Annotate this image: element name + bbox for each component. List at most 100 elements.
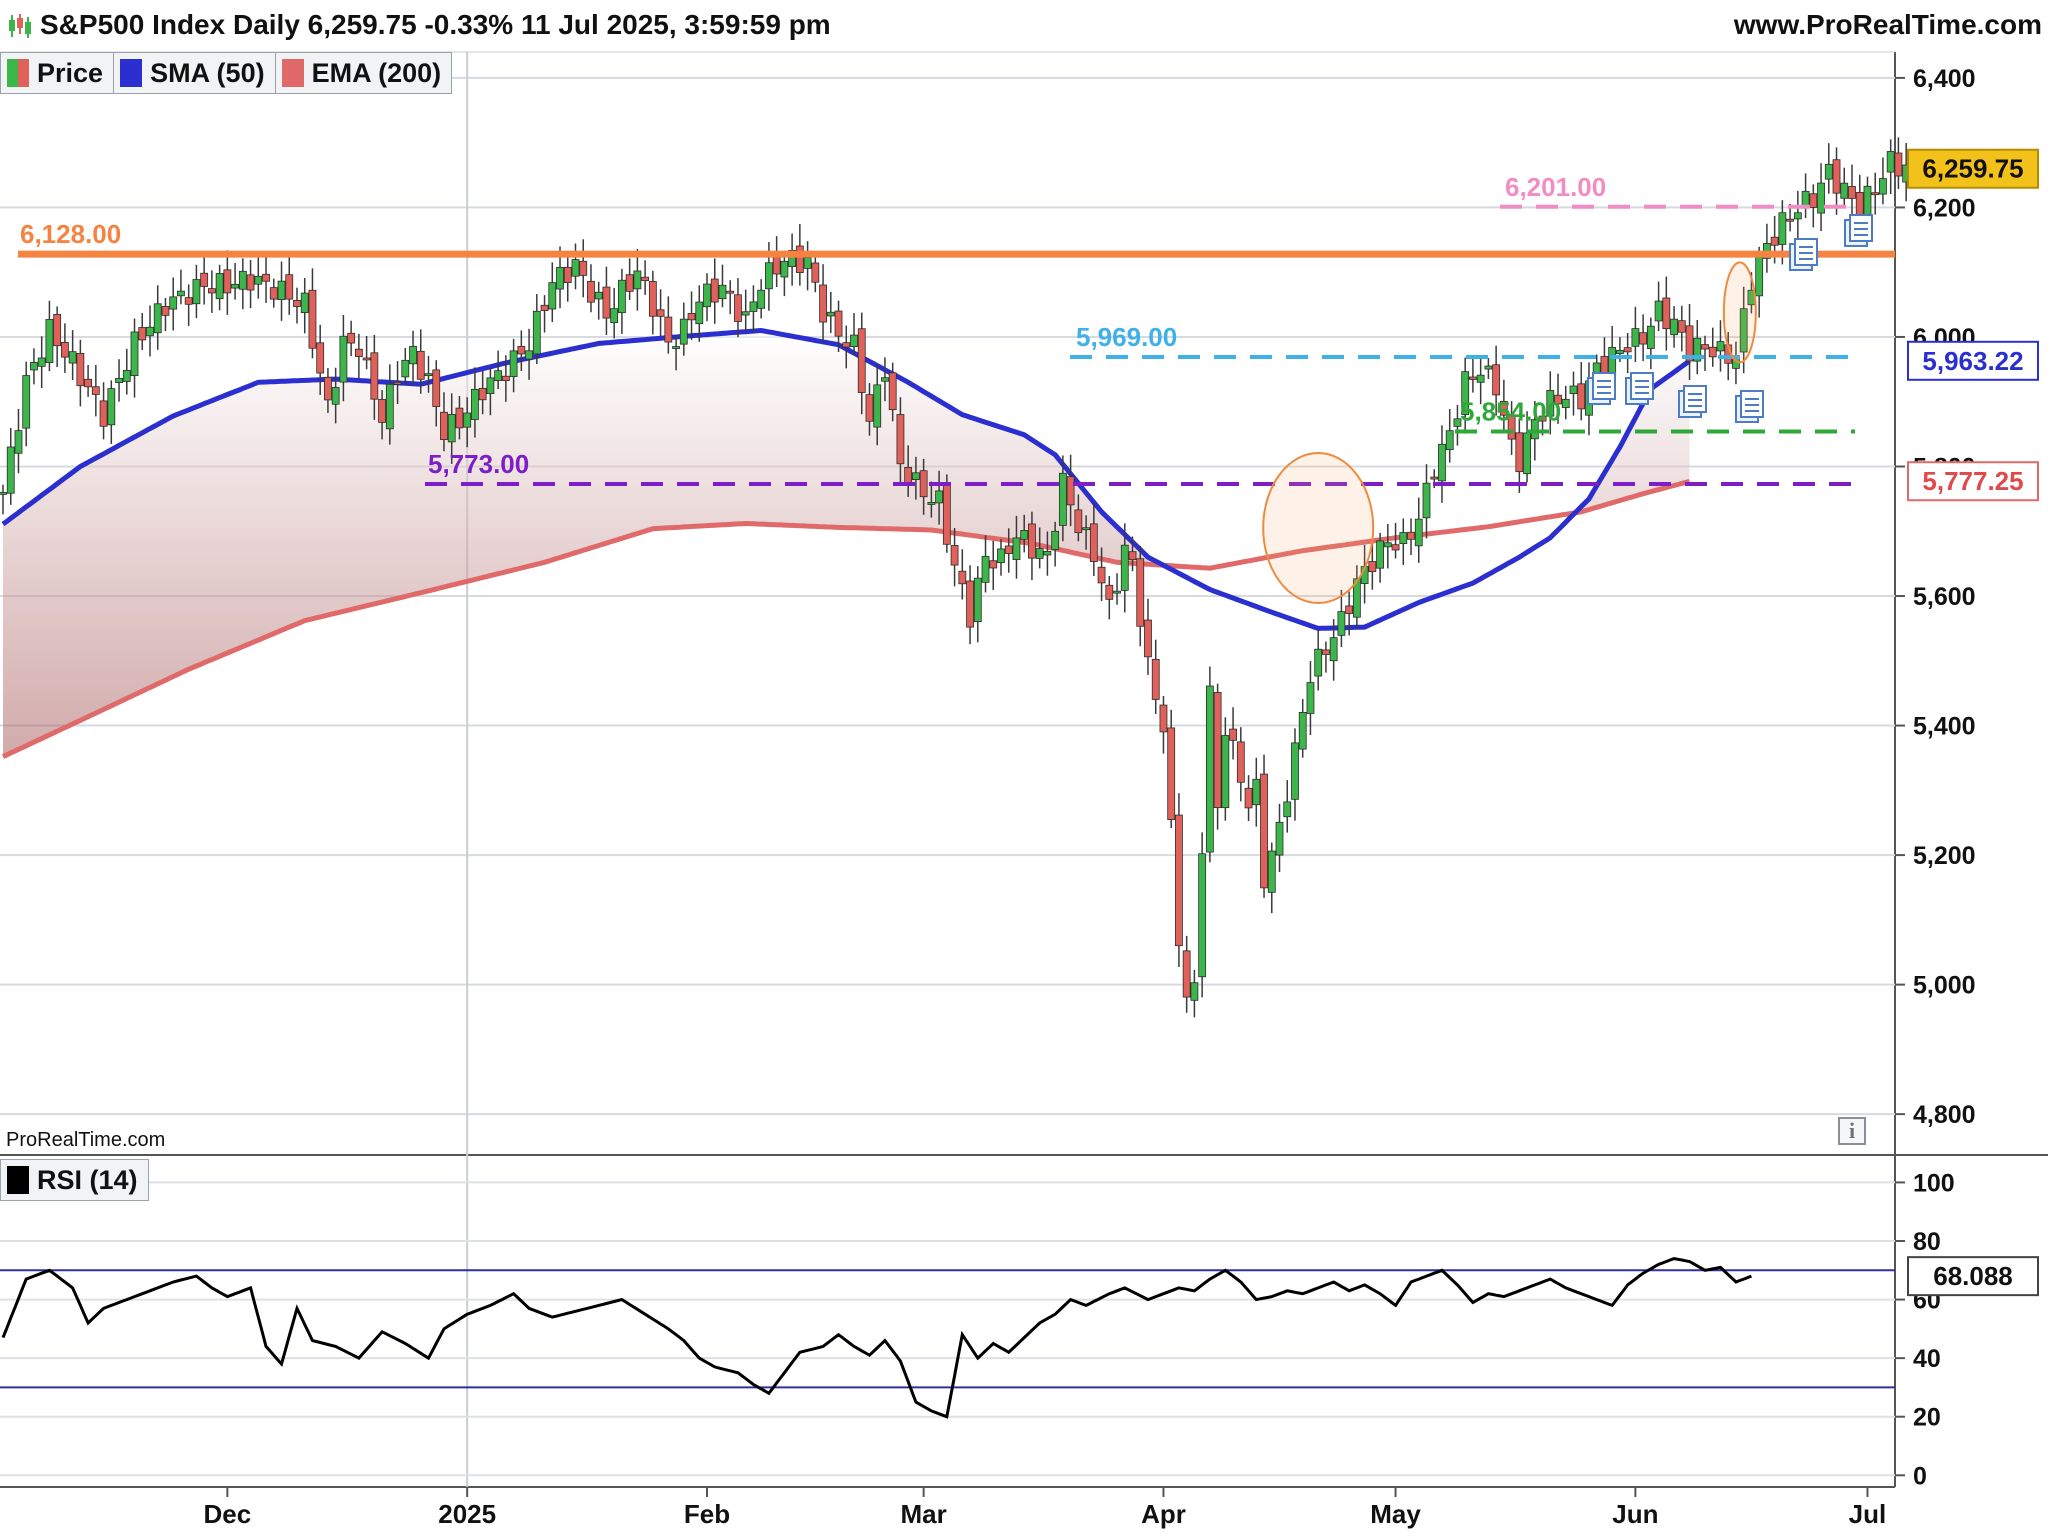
candle-up xyxy=(749,301,758,312)
candle-up xyxy=(0,491,7,495)
note-icon xyxy=(1625,372,1654,405)
candle-up xyxy=(803,257,812,269)
info-icon[interactable]: i xyxy=(1838,1117,1866,1145)
legend-item-sma[interactable]: SMA (50) xyxy=(114,53,276,93)
candle-up xyxy=(424,373,433,377)
value-tag-label: 5,963.22 xyxy=(1922,346,2023,376)
candle-down xyxy=(416,350,425,380)
note-icon xyxy=(1587,372,1616,405)
candle-down xyxy=(60,342,69,358)
value-tag xyxy=(1907,461,2039,502)
candle-up xyxy=(447,414,456,443)
candle-up xyxy=(765,262,773,290)
x-tick-label: May xyxy=(1370,1499,1421,1529)
legend-item-rsi[interactable]: RSI (14) xyxy=(1,1160,148,1200)
candle-up xyxy=(935,490,944,504)
candle-down xyxy=(370,352,379,400)
source-link[interactable]: www.ProRealTime.com xyxy=(1733,9,2042,40)
candle-up xyxy=(277,280,286,300)
price-y-tick-label: 5,400 xyxy=(1913,713,1976,741)
candle-up xyxy=(1082,527,1090,531)
price-swatch-icon xyxy=(7,59,29,87)
candle-down xyxy=(1244,787,1253,809)
price-legend: Price SMA (50) EMA (200) xyxy=(0,52,453,94)
candle-up xyxy=(1817,182,1825,214)
candle-up xyxy=(1376,540,1384,569)
note-icon xyxy=(1678,385,1707,418)
candle-down xyxy=(1538,415,1547,422)
candle-up xyxy=(1561,398,1570,409)
candle-down xyxy=(1554,394,1562,405)
candle-down xyxy=(819,284,827,323)
rsi-y-tick-label: 20 xyxy=(1913,1404,1941,1432)
candle-up xyxy=(1113,590,1121,594)
candle-up xyxy=(1863,185,1872,216)
candle-up xyxy=(1879,178,1887,195)
candle-down xyxy=(1028,523,1036,559)
candle-up xyxy=(6,446,15,494)
candle-down xyxy=(1499,400,1508,416)
x-tick-label: Apr xyxy=(1141,1499,1186,1529)
candle-up xyxy=(68,351,77,364)
rsi-y-tick-label: 0 xyxy=(1913,1462,1927,1490)
candle-up xyxy=(1886,151,1895,173)
candle-down xyxy=(865,394,874,422)
candle-up xyxy=(997,548,1005,564)
candle-up xyxy=(177,290,185,297)
level-label: 5,969.00 xyxy=(1076,322,1177,352)
candle-down xyxy=(432,369,441,407)
legend-item-ema[interactable]: EMA (200) xyxy=(276,53,452,93)
candle-down xyxy=(1004,545,1013,554)
chart-header: S&P500 Index Daily 6,259.75 -0.33% 11 Ju… xyxy=(0,0,2048,52)
candle-down xyxy=(1236,741,1245,783)
legend-label: RSI (14) xyxy=(37,1164,138,1195)
annotation-ellipse xyxy=(1262,452,1375,605)
candle-up xyxy=(1569,385,1578,394)
candle-up xyxy=(1120,544,1129,591)
candle-down xyxy=(1105,584,1114,600)
candle-down xyxy=(641,276,650,281)
candle-down xyxy=(1128,551,1137,561)
candle-up xyxy=(300,292,309,314)
candle-up xyxy=(1283,801,1292,818)
rsi-y-tick-label: 100 xyxy=(1913,1169,1955,1197)
watermark: ProRealTime.com xyxy=(6,1129,166,1151)
candlestick-icon xyxy=(9,14,31,38)
candle-up xyxy=(1445,430,1454,451)
x-tick-label: 2025 xyxy=(438,1499,496,1529)
candle-down xyxy=(362,357,371,361)
candle-down xyxy=(1182,950,1191,998)
candle-down xyxy=(1701,344,1709,350)
candle-down xyxy=(1677,320,1686,333)
candle-down xyxy=(1685,325,1694,362)
candle-up xyxy=(1523,432,1531,475)
candle-down xyxy=(687,313,696,321)
ema-sma-cloud xyxy=(3,330,1690,757)
candle-down xyxy=(1708,346,1717,358)
candle-down xyxy=(888,372,897,411)
legend-item-price[interactable]: Price xyxy=(1,53,115,93)
candle-down xyxy=(1066,476,1075,506)
candle-up xyxy=(463,412,472,428)
candle-down xyxy=(1089,523,1098,562)
candle-down xyxy=(1786,218,1795,222)
candle-down xyxy=(517,345,526,355)
candle-up xyxy=(1453,418,1462,427)
candle-up xyxy=(1275,821,1284,856)
candle-up xyxy=(1291,742,1299,800)
candle-up xyxy=(679,318,688,345)
candle-up xyxy=(1383,542,1392,548)
value-tag-label: 6,259.75 xyxy=(1922,154,2023,184)
candle-up xyxy=(1298,712,1307,750)
candle-down xyxy=(989,560,998,569)
level-label: 6,201.00 xyxy=(1505,172,1606,202)
candle-down xyxy=(1430,476,1439,480)
candle-up xyxy=(471,388,479,420)
x-tick-label: Feb xyxy=(684,1499,730,1529)
candle-up xyxy=(509,350,518,377)
candle-down xyxy=(308,289,317,349)
candle-down xyxy=(184,297,193,305)
candle-up xyxy=(1422,482,1431,519)
candle-down xyxy=(726,290,735,294)
